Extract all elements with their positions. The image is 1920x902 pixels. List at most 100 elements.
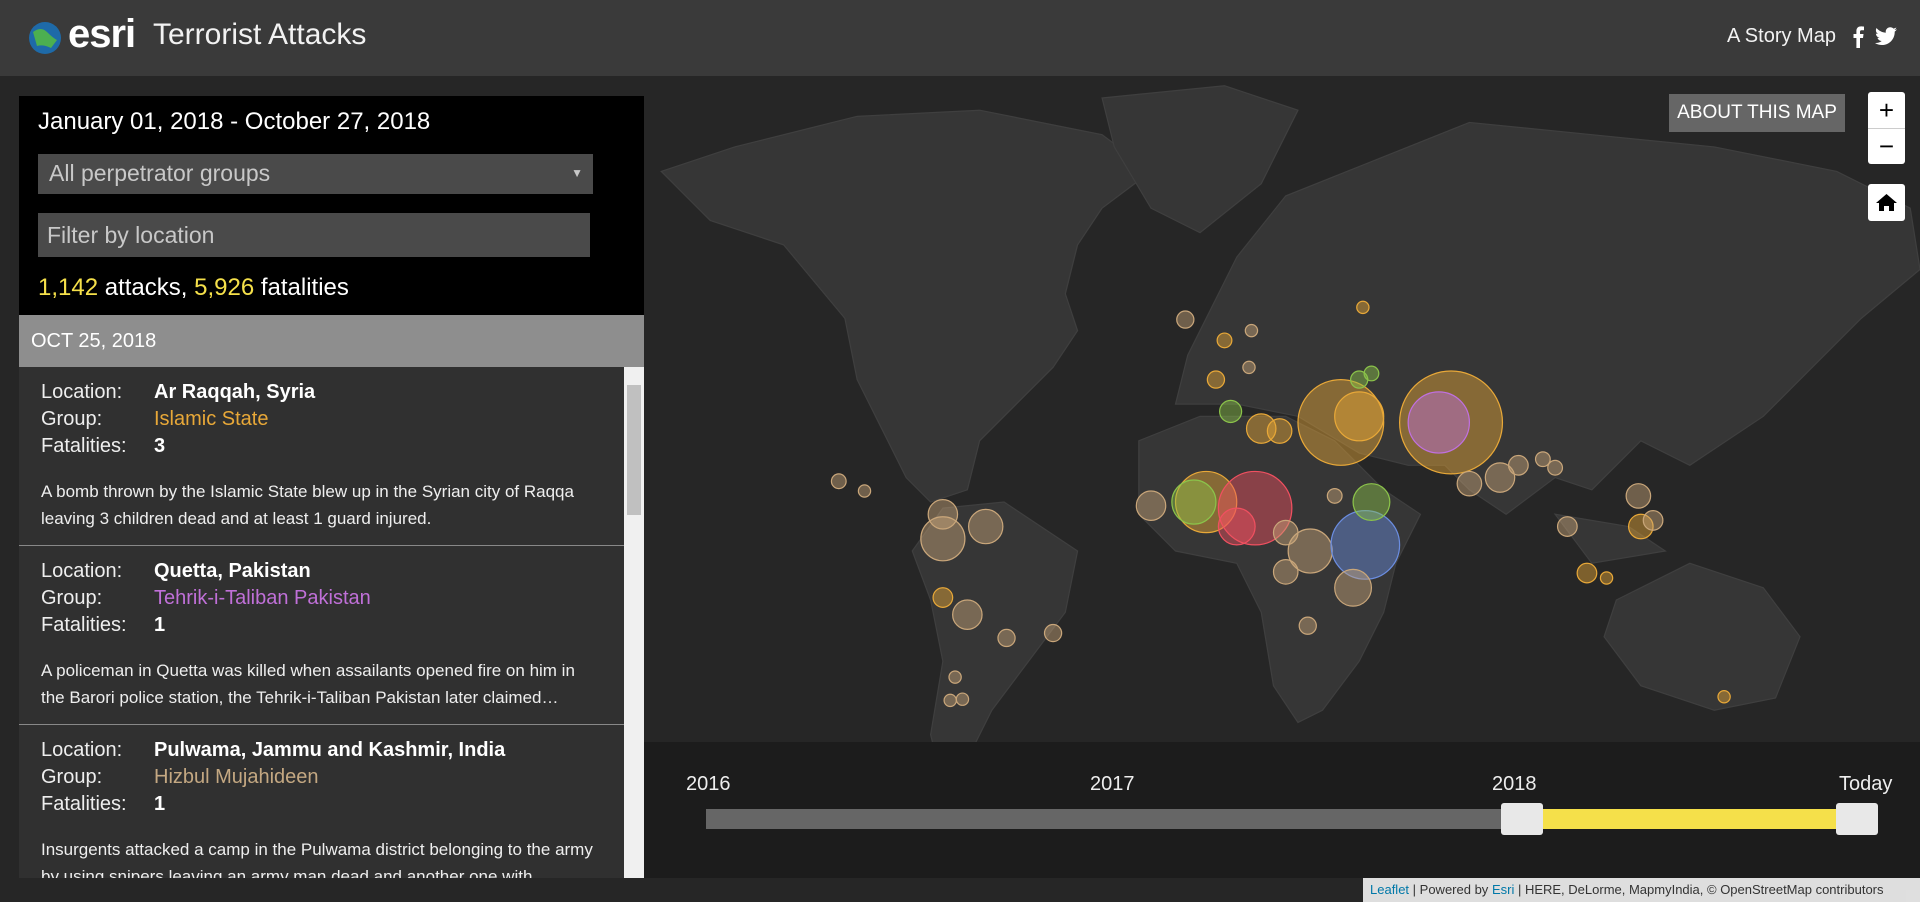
attack-marker	[927, 498, 959, 530]
attack-marker	[1217, 507, 1256, 546]
sources: | HERE, DeLorme, MapmyIndia, © OpenStree…	[1517, 882, 1884, 897]
attack-marker	[1242, 360, 1256, 375]
location-filter[interactable]: Filter by location	[38, 213, 590, 257]
attack-marker	[1287, 528, 1333, 574]
location-value: Ar Raqqah, Syria	[154, 381, 316, 403]
logo-globe	[29, 22, 61, 54]
attack-marker	[1576, 562, 1598, 584]
attack-marker	[1352, 483, 1391, 522]
attack-marker	[1218, 399, 1243, 424]
attack-count: 1,142	[38, 274, 99, 301]
twitter-icon[interactable]	[1875, 27, 1897, 46]
attack-marker	[967, 508, 1004, 545]
attribution: Leaflet | Powered by Esri | HERE, DeLorm…	[1363, 878, 1920, 902]
timeline: 2016 2017 2018 Today	[644, 742, 1920, 878]
event-list: Location: Ar Raqqah, Syria Group: Islamic S…	[19, 367, 624, 878]
fatality-label: fatalities	[260, 274, 349, 301]
group-dropdown[interactable]: All perpetrator groups ▼	[38, 154, 593, 194]
event-entry: Location: Quetta, Pakistan Group: Tehrik-i-…	[19, 546, 624, 725]
attack-marker	[1043, 623, 1063, 643]
attack-marker	[1297, 378, 1385, 466]
timeline-range	[1522, 809, 1858, 829]
dropdown-arrow: ▼	[571, 166, 583, 180]
attack-label: attacks,	[104, 274, 188, 301]
attack-marker	[1244, 323, 1259, 338]
home-button[interactable]	[1868, 184, 1905, 221]
location-row: Location: Ar Raqqah, Syria	[41, 379, 602, 406]
group-value: Islamic State	[154, 408, 269, 430]
attack-marker	[932, 587, 954, 608]
story-map-label: A Story Map	[1727, 25, 1836, 47]
attack-marker	[1547, 459, 1564, 476]
powered-by: | Powered by	[1412, 882, 1489, 897]
zoom-out[interactable]: −	[1878, 131, 1895, 161]
range-start-handle[interactable]	[1501, 803, 1543, 835]
location-value: Pulwama, Jammu and Kashmir, India	[154, 739, 506, 761]
attack-markers	[830, 300, 1731, 708]
event-entry: Location: Pulwama, Jammu and Kashmir, Ind…	[19, 725, 624, 878]
fatalities-label: Fatalities:	[41, 793, 127, 815]
location-label: Location:	[41, 739, 123, 761]
scrollbar[interactable]	[624, 367, 644, 878]
range-end-handle[interactable]	[1836, 803, 1878, 835]
description: A policeman in Quetta was killed when as…	[41, 661, 575, 707]
attack-marker	[1334, 391, 1385, 442]
group-row: Group: Tehrik-i-Taliban Pakistan	[41, 585, 602, 612]
attack-marker	[1534, 451, 1551, 468]
attack-marker	[1556, 516, 1578, 537]
timeline-label: 2017	[1090, 773, 1135, 795]
attack-marker	[1407, 391, 1471, 454]
land	[660, 85, 1920, 785]
attack-marker	[948, 670, 962, 684]
attack-marker	[1625, 483, 1652, 509]
group-row: Group: Hizbul Mujahideen	[41, 764, 602, 791]
attack-marker	[1135, 490, 1167, 522]
fatality-count: 5,926	[194, 274, 255, 301]
fatalities-row: Fatalities: 1	[41, 791, 602, 818]
group-label: Group:	[41, 408, 103, 430]
group-row: Group: Islamic State	[41, 406, 602, 433]
attack-marker	[1217, 470, 1293, 546]
zoom-in[interactable]: +	[1868, 92, 1905, 129]
fatalities-value: 3	[154, 435, 166, 457]
scrollbar-thumb[interactable]	[627, 385, 641, 515]
attack-marker	[997, 628, 1016, 648]
about-button[interactable]: ABOUT THIS MAP	[1669, 94, 1845, 132]
attack-marker	[952, 599, 983, 631]
header: esri Terrorist Attacks A Story Map	[0, 0, 1920, 76]
attack-marker	[1456, 470, 1483, 497]
attack-marker	[1266, 418, 1293, 444]
attack-marker	[1356, 300, 1370, 315]
attack-marker	[857, 484, 872, 498]
attack-marker	[830, 473, 847, 490]
filter-panel: January 01, 2018 - October 27, 2018 All …	[19, 96, 644, 315]
stats: 1,142 attacks, 5,926 fatalities	[38, 274, 349, 302]
timeline-label: Today	[1839, 773, 1893, 795]
fatalities-label: Fatalities:	[41, 614, 127, 636]
attack-marker	[1717, 690, 1731, 704]
group-label: Group:	[41, 766, 103, 788]
attack-marker	[1330, 510, 1401, 580]
attack-marker	[1398, 370, 1504, 475]
fatalities-row: Fatalities: 1	[41, 612, 602, 639]
attack-marker	[1599, 571, 1614, 585]
attack-marker	[943, 693, 957, 708]
leaflet-link[interactable]: Leaflet	[1370, 882, 1410, 897]
attack-marker	[1627, 513, 1654, 540]
attack-marker	[1176, 310, 1195, 329]
attack-marker	[1298, 616, 1317, 635]
location-row: Location: Pulwama, Jammu and Kashmir, Ind…	[41, 737, 602, 764]
attack-marker	[1326, 487, 1343, 504]
fatalities-value: 1	[154, 614, 166, 636]
location-label: Location:	[41, 381, 123, 403]
group-label: Group:	[41, 587, 103, 609]
esri-link[interactable]: Esri	[1491, 882, 1515, 897]
timeline-label: 2018	[1492, 773, 1537, 795]
facebook-icon[interactable]	[1851, 26, 1865, 48]
attack-marker	[1206, 370, 1226, 389]
attack-marker	[1171, 479, 1217, 525]
logo-text: esri	[68, 12, 136, 56]
attack-marker	[1507, 454, 1529, 476]
attack-marker	[1484, 462, 1516, 493]
